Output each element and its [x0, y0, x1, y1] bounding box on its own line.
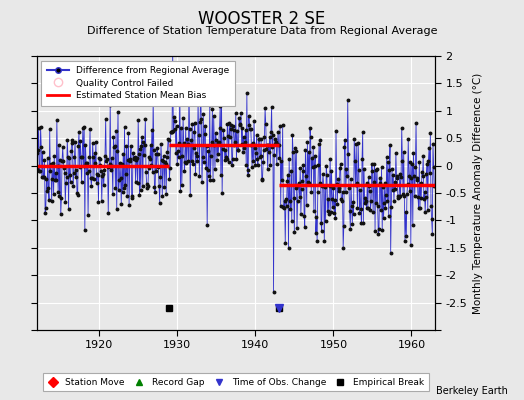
Legend: Difference from Regional Average, Quality Control Failed, Estimated Station Mean: Difference from Regional Average, Qualit… — [41, 60, 235, 106]
Y-axis label: Monthly Temperature Anomaly Difference (°C): Monthly Temperature Anomaly Difference (… — [473, 72, 483, 314]
Legend: Station Move, Record Gap, Time of Obs. Change, Empirical Break: Station Move, Record Gap, Time of Obs. C… — [43, 374, 429, 392]
Text: Difference of Station Temperature Data from Regional Average: Difference of Station Temperature Data f… — [87, 26, 437, 36]
Text: WOOSTER 2 SE: WOOSTER 2 SE — [199, 10, 325, 28]
Text: Berkeley Earth: Berkeley Earth — [436, 386, 508, 396]
